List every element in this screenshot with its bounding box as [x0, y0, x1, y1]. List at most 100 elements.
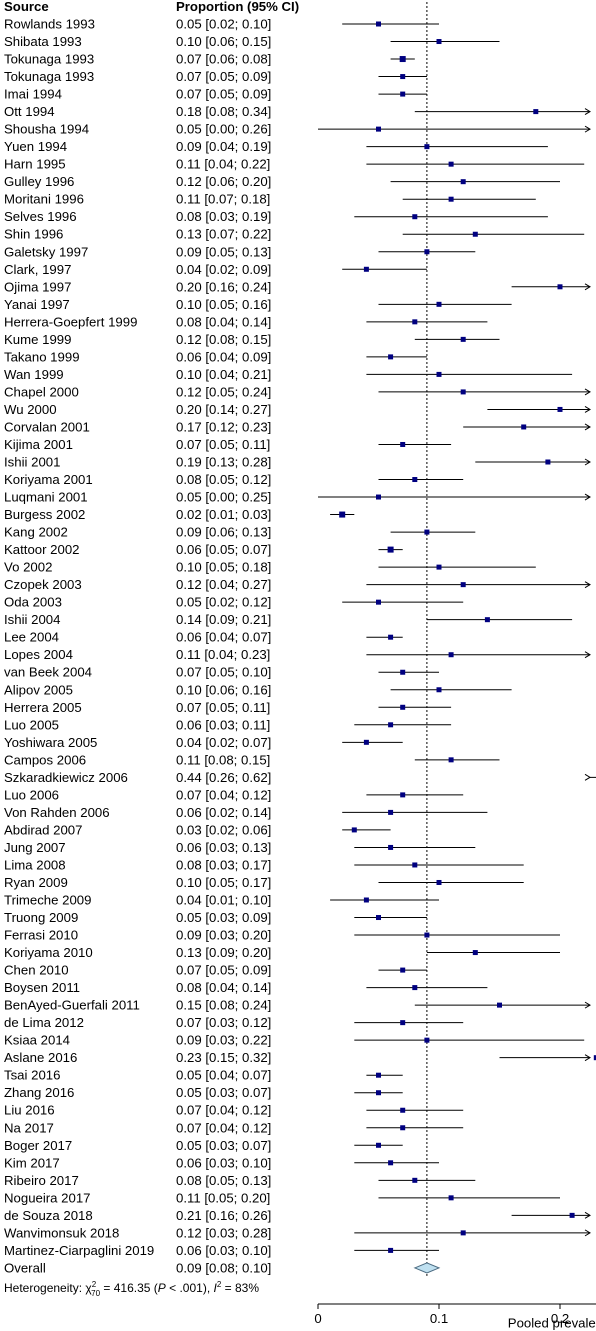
study-box — [412, 862, 418, 868]
study-row: Czopek 2003 0.12 [0.04; 0.27] — [4, 577, 591, 592]
study-estimate: 0.12 [0.03; 0.28] — [176, 1225, 271, 1240]
ci-arrow — [584, 581, 591, 589]
study-box — [436, 301, 442, 307]
study-row: Oda 2003 0.05 [0.02; 0.12] — [4, 595, 464, 610]
study-row: Koriyama 2010 0.13 [0.09; 0.20] — [4, 945, 560, 960]
study-estimate: 0.07 [0.04; 0.12] — [176, 1103, 271, 1118]
study-row: de Lima 2012 0.07 [0.03; 0.12] — [4, 1015, 464, 1030]
study-estimate: 0.07 [0.05; 0.10] — [176, 665, 271, 680]
study-estimate: 0.05 [0.04; 0.07] — [176, 1068, 271, 1083]
study-box — [460, 336, 466, 342]
study-box — [460, 179, 466, 185]
study-estimate: 0.08 [0.05; 0.12] — [176, 472, 271, 487]
study-estimate: 0.07 [0.05; 0.09] — [176, 69, 271, 84]
study-estimate: 0.06 [0.04; 0.07] — [176, 630, 271, 645]
study-box — [412, 319, 418, 325]
study-box — [424, 1037, 430, 1043]
overall-estimate: 0.09 [0.08; 0.10] — [176, 1260, 271, 1275]
study-row: Abdirad 2007 0.03 [0.02; 0.06] — [4, 822, 391, 837]
study-name: Shin 1996 — [4, 227, 63, 242]
study-row: Liu 2016 0.07 [0.04; 0.12] — [4, 1103, 464, 1118]
study-box — [533, 109, 539, 115]
study-box — [388, 1247, 394, 1253]
study-name: Moritani 1996 — [4, 192, 84, 207]
study-estimate: 0.15 [0.08; 0.24] — [176, 998, 271, 1013]
study-name: Truong 2009 — [4, 910, 78, 925]
study-box — [448, 161, 454, 167]
study-row: Ryan 2009 0.10 [0.05; 0.17] — [4, 875, 524, 890]
study-estimate: 0.14 [0.09; 0.21] — [176, 612, 271, 627]
study-box — [412, 214, 418, 220]
study-estimate: 0.20 [0.16; 0.24] — [176, 279, 271, 294]
x-tick-label: 0 — [314, 1311, 321, 1326]
study-name: Kijima 2001 — [4, 437, 73, 452]
study-name: Zhang 2016 — [4, 1085, 74, 1100]
study-estimate: 0.07 [0.03; 0.12] — [176, 1015, 271, 1030]
study-name: Shousha 1994 — [4, 122, 89, 137]
study-estimate: 0.03 [0.02; 0.06] — [176, 822, 271, 837]
study-name: Ott 1994 — [4, 104, 55, 119]
study-name: Lima 2008 — [4, 857, 66, 872]
study-row: Imai 1994 0.07 [0.05; 0.09] — [4, 87, 427, 102]
study-name: Kim 2017 — [4, 1155, 60, 1170]
study-estimate: 0.07 [0.06; 0.08] — [176, 52, 271, 67]
study-row: Takano 1999 0.06 [0.04; 0.09] — [4, 349, 427, 364]
study-name: Ishii 2004 — [4, 612, 60, 627]
study-name: de Lima 2012 — [4, 1015, 84, 1030]
study-estimate: 0.44 [0.26; 0.62] — [176, 770, 271, 785]
study-name: Kang 2002 — [4, 525, 68, 540]
study-box — [388, 354, 394, 360]
het-chi: χ — [85, 1281, 92, 1295]
study-box — [400, 91, 406, 97]
study-estimate: 0.10 [0.05; 0.16] — [176, 297, 271, 312]
study-box — [412, 477, 418, 483]
study-estimate: 0.09 [0.04; 0.19] — [176, 139, 271, 154]
study-row: Luqmani 2001 0.05 [0.00; 0.25] — [4, 490, 591, 505]
overall-diamond — [413, 1262, 441, 1274]
study-row: Aslane 2016 0.23 [0.15; 0.32] — [4, 1050, 596, 1065]
study-name: Luqmani 2001 — [4, 490, 88, 505]
study-box — [484, 617, 490, 623]
study-estimate: 0.08 [0.03; 0.19] — [176, 209, 271, 224]
study-name: Liu 2016 — [4, 1103, 55, 1118]
study-estimate: 0.11 [0.04; 0.23] — [176, 647, 270, 662]
study-row: Wu 2000 0.20 [0.14; 0.27] — [4, 402, 591, 417]
study-box — [448, 757, 454, 763]
study-name: Tokunaga 1993 — [4, 69, 94, 84]
study-row: Corvalan 2001 0.17 [0.12; 0.23] — [4, 419, 591, 434]
study-estimate: 0.12 [0.06; 0.20] — [176, 174, 271, 189]
study-name: Kume 1999 — [4, 332, 71, 347]
study-box — [436, 687, 442, 693]
study-estimate: 0.19 [0.13; 0.28] — [176, 455, 271, 470]
study-box — [400, 441, 406, 447]
study-row: Kattoor 2002 0.06 [0.05; 0.07] — [4, 542, 403, 557]
study-box — [400, 1107, 406, 1113]
study-estimate: 0.21 [0.16; 0.26] — [176, 1208, 271, 1223]
study-name: Lee 2004 — [4, 630, 59, 645]
study-name: Herrera-Goepfert 1999 — [4, 314, 137, 329]
study-estimate: 0.20 [0.14; 0.27] — [176, 402, 271, 417]
study-box — [497, 1002, 502, 1008]
study-row: Ferrasi 2010 0.09 [0.03; 0.20] — [4, 928, 560, 943]
study-name: Herrera 2005 — [4, 700, 82, 715]
study-box — [545, 459, 551, 465]
study-box — [436, 879, 442, 885]
study-estimate: 0.12 [0.08; 0.15] — [176, 332, 271, 347]
study-box — [472, 231, 478, 237]
study-estimate: 0.04 [0.01; 0.10] — [176, 893, 271, 908]
study-row: Koriyama 2001 0.08 [0.05; 0.12] — [4, 472, 464, 487]
ci-arrow — [584, 108, 591, 116]
study-box — [388, 634, 394, 640]
study-box — [363, 897, 369, 903]
study-box — [436, 564, 442, 570]
study-row: Vo 2002 0.10 [0.05; 0.18] — [4, 560, 536, 575]
study-box — [400, 1020, 406, 1026]
study-box — [460, 582, 466, 588]
x-axis: 00.10.20.30.4Pooled prevalence (95% CI) — [314, 1303, 596, 1331]
study-row: Martinez-Ciarpaglini 2019 0.06 [0.03; 0.1… — [4, 1243, 439, 1258]
study-name: Oda 2003 — [4, 595, 62, 610]
study-name: Ryan 2009 — [4, 875, 68, 890]
x-tick-label: 0.1 — [430, 1311, 448, 1326]
study-box — [521, 424, 527, 430]
study-name: Takano 1999 — [4, 349, 80, 364]
